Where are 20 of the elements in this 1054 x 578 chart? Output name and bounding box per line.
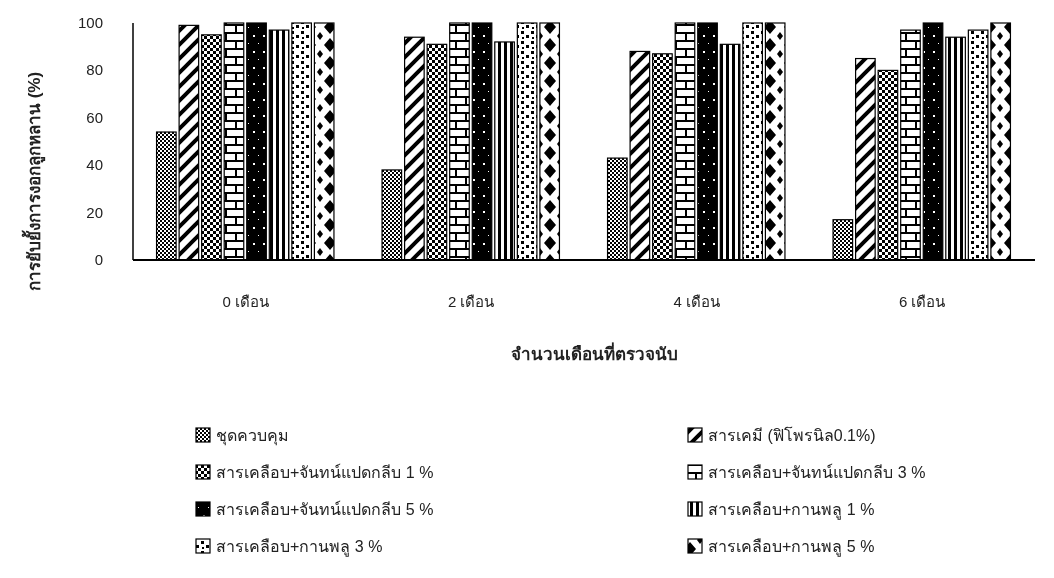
legend-label: สารเคลือบ+กานพลู 3 % — [216, 538, 383, 557]
y-tick-label: 0 — [94, 251, 103, 268]
x-tick-label: 2 เดือน — [447, 293, 495, 310]
x-axis-title: จำนวนเดือนที่ตรวจนับ — [510, 342, 678, 364]
x-tick-label: 6 เดือน — [898, 293, 946, 310]
legend-label: สารเคลือบ+กานพลู 1 % — [708, 501, 875, 520]
legend-label: ชุดควบคุม — [216, 427, 289, 446]
y-tick-label: 60 — [86, 108, 103, 126]
y-tick-label: 20 — [86, 203, 103, 221]
legend-label: สารเคลือบ+จันทน์แปดกลีบ 5 % — [216, 500, 434, 518]
x-tick-label: 4 เดือน — [673, 293, 721, 310]
y-tick-label: 80 — [86, 61, 103, 79]
legend-label: สารเคลือบ+กานพลู 5 % — [708, 538, 875, 557]
x-tick-label: 0 เดือน — [222, 293, 270, 310]
legend-label: สารเคมี (ฟิโพรนิล0.1%) — [708, 426, 876, 444]
y-tick-label: 40 — [86, 156, 103, 174]
y-tick-label: 100 — [77, 14, 103, 31]
y-axis-title: การยับยั้งการงอกลูกหลาน (%) — [21, 71, 46, 292]
legend-label: สารเคลือบ+จันทน์แปดกลีบ 1 % — [216, 463, 434, 481]
legend-label: สารเคลือบ+จันทน์แปดกลีบ 3 % — [708, 463, 926, 481]
